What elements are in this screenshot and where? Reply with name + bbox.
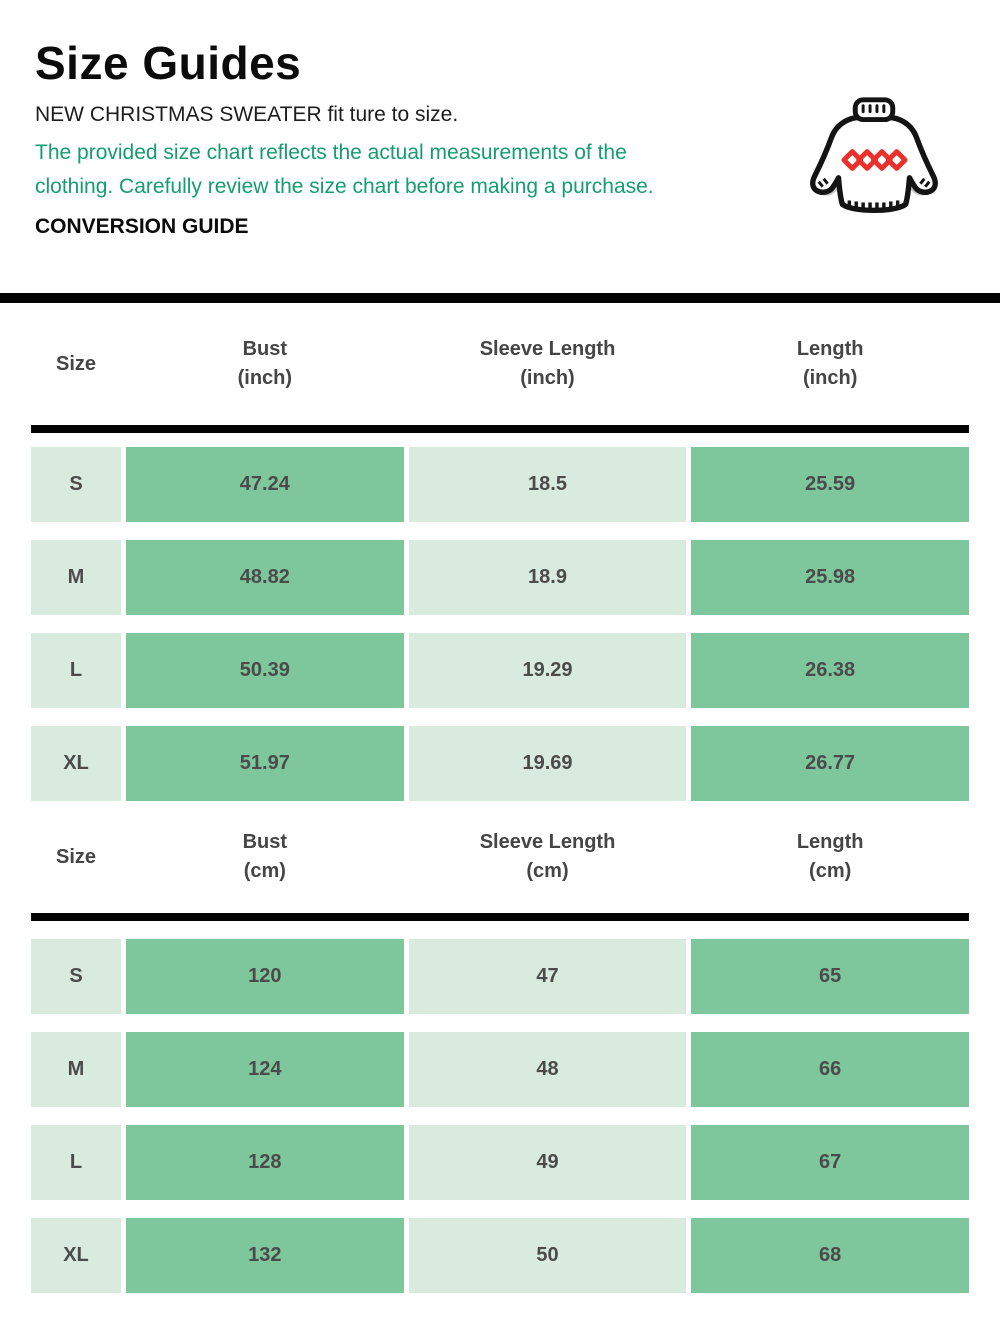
size-cell: XL (31, 726, 121, 801)
fit-subtitle: NEW CHRISTMAS SWEATER fit ture to size. (35, 102, 459, 126)
bust-cell: 51.97 (126, 726, 404, 801)
table-row: M 124 48 66 (31, 1032, 969, 1107)
sleeve-cell: 49 (408, 1125, 687, 1200)
length-cell: 25.98 (691, 540, 969, 615)
table-row: L 50.39 19.29 26.38 (31, 633, 969, 708)
sleeve-cell: 18.5 (408, 447, 687, 522)
size-cell: M (31, 540, 121, 615)
table-row: XL 51.97 19.69 26.77 (31, 726, 969, 801)
length-cell: 25.59 (691, 447, 969, 522)
col-header-sleeve: Sleeve Length (cm) (479, 831, 616, 882)
size-cell: S (31, 447, 121, 522)
length-cell: 67 (691, 1125, 969, 1200)
table-row: M 48.82 18.9 25.98 (31, 540, 969, 615)
col-header-sleeve: Sleeve Length (inch) (479, 338, 616, 389)
length-cell: 65 (691, 939, 969, 1014)
table-row: S 120 47 65 (31, 939, 969, 1014)
bust-cell: 124 (126, 1032, 404, 1107)
col-header-bust: Bust (inch) (237, 338, 293, 389)
size-table-inch: Size Bust (inch) Sleeve Length (inch) Le… (31, 303, 969, 801)
col-header-size: Size (55, 845, 97, 868)
sleeve-cell: 48 (408, 1032, 687, 1107)
bust-cell: 132 (126, 1218, 404, 1293)
col-header-bust: Bust (cm) (242, 831, 288, 882)
col-header-length: Length (cm) (796, 831, 864, 882)
size-cell: XL (31, 1218, 121, 1293)
bust-cell: 128 (126, 1125, 404, 1200)
sleeve-cell: 18.9 (408, 540, 687, 615)
sleeve-cell: 19.29 (408, 633, 687, 708)
top-divider-bar (0, 293, 1000, 303)
size-cell: L (31, 1125, 121, 1200)
table-row: XL 132 50 68 (31, 1218, 969, 1293)
page-title: Size Guides (35, 37, 302, 89)
bust-cell: 50.39 (126, 633, 404, 708)
conversion-guide-label: CONVERSION GUIDE (35, 214, 249, 238)
size-cell: L (31, 633, 121, 708)
table-header-row: Size Bust (cm) Sleeve Length (cm) Length… (31, 801, 969, 913)
header-underline (31, 913, 969, 921)
bust-cell: 48.82 (126, 540, 404, 615)
bust-cell: 47.24 (126, 447, 404, 522)
length-cell: 26.38 (691, 633, 969, 708)
length-cell: 66 (691, 1032, 969, 1107)
sleeve-cell: 47 (408, 939, 687, 1014)
col-header-length: Length (inch) (796, 338, 864, 389)
col-header-size: Size (55, 352, 97, 375)
table-row: S 47.24 18.5 25.59 (31, 447, 969, 522)
sleeve-cell: 19.69 (408, 726, 687, 801)
length-cell: 68 (691, 1218, 969, 1293)
table-row: L 128 49 67 (31, 1125, 969, 1200)
sleeve-cell: 50 (408, 1218, 687, 1293)
size-chart-note: The provided size chart reflects the act… (35, 140, 654, 198)
table-header-row: Size Bust (inch) Sleeve Length (inch) Le… (31, 303, 969, 425)
header: Size Guides NEW CHRISTMAS SWEATER fit tu… (0, 0, 1000, 293)
size-cell: M (31, 1032, 121, 1107)
length-cell: 26.77 (691, 726, 969, 801)
bust-cell: 120 (126, 939, 404, 1014)
size-cell: S (31, 939, 121, 1014)
christmas-sweater-icon (810, 97, 938, 213)
size-table-cm: Size Bust (cm) Sleeve Length (cm) Length… (31, 801, 969, 1293)
header-underline (31, 425, 969, 433)
